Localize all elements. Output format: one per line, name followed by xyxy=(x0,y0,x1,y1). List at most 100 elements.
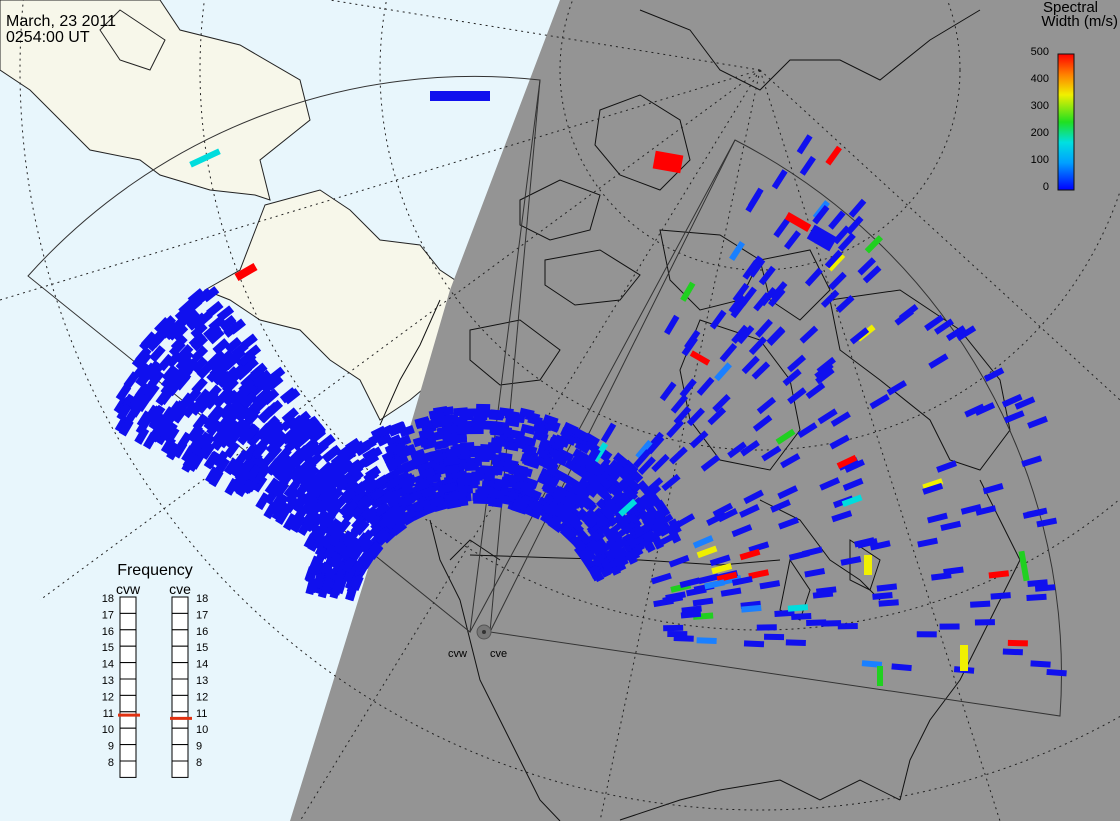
frequency-cell xyxy=(171,662,189,680)
echo-cell xyxy=(560,432,577,446)
echo-cell xyxy=(330,451,349,468)
echo-cell xyxy=(135,394,152,413)
frequency-tick: 14 xyxy=(102,659,114,671)
echo-cell xyxy=(443,455,459,466)
echo-cell xyxy=(553,435,570,448)
echo-cell xyxy=(743,640,765,648)
echo-cell xyxy=(345,472,362,488)
echo-cell xyxy=(525,506,542,520)
frequency-cell xyxy=(171,727,189,746)
echo-cell xyxy=(235,468,252,486)
frequency-tick: 16 xyxy=(196,626,208,638)
echo-cell xyxy=(714,362,732,382)
echo-cell xyxy=(787,604,809,612)
echo-cell xyxy=(827,252,846,272)
echo-cell xyxy=(433,439,449,451)
echo-cell xyxy=(250,362,268,379)
echo-cell xyxy=(812,590,834,599)
echo-cell xyxy=(159,406,176,424)
echo-cell xyxy=(171,323,189,341)
echo-cell xyxy=(273,481,289,499)
echo-cell xyxy=(411,507,428,521)
echo-cell xyxy=(182,451,198,470)
echo-cell xyxy=(698,573,719,585)
echo-cell xyxy=(806,619,827,626)
echo-cell xyxy=(302,464,320,483)
echo-cell xyxy=(669,446,688,465)
echo-cell xyxy=(414,416,430,428)
echo-cell xyxy=(283,480,300,499)
echo-cell xyxy=(217,349,235,367)
echo-cell xyxy=(689,430,709,449)
frequency-tick: 15 xyxy=(196,642,208,654)
echo-cell xyxy=(480,409,495,418)
echo-cell xyxy=(182,309,200,326)
echo-cell xyxy=(819,477,841,491)
echo-cell xyxy=(116,403,132,422)
backscatter-echoes xyxy=(113,91,1067,686)
echo-cell xyxy=(625,477,642,494)
echo-cell xyxy=(696,376,715,396)
echo-cell xyxy=(709,309,727,330)
echo-cell xyxy=(804,567,826,578)
echo-cell xyxy=(922,482,944,495)
echo-cell xyxy=(741,355,760,375)
echo-cell xyxy=(709,554,731,567)
echo-cell xyxy=(284,435,302,453)
echo-cell xyxy=(974,402,996,416)
echo-cell xyxy=(716,571,738,583)
echo-cell xyxy=(275,501,292,520)
echo-cell xyxy=(753,292,771,312)
echo-cell xyxy=(974,619,995,626)
echo-cell xyxy=(374,501,391,517)
echo-cell xyxy=(518,480,535,493)
echo-cell xyxy=(222,366,240,383)
echo-cell xyxy=(558,449,575,463)
echo-cell xyxy=(960,645,968,671)
echo-cell xyxy=(612,514,633,532)
echo-cell xyxy=(182,357,199,376)
echo-cell xyxy=(668,554,690,568)
echo-cell xyxy=(1026,593,1047,601)
echo-cell xyxy=(323,534,339,552)
echo-cell xyxy=(520,423,536,435)
echo-cell xyxy=(898,304,919,321)
echo-cell xyxy=(234,405,252,423)
colorbar-tick-100: 100 xyxy=(1031,154,1049,166)
echo-cell xyxy=(679,378,697,398)
echo-cell xyxy=(681,605,702,614)
echo-cell xyxy=(770,499,791,513)
frequency-cell xyxy=(119,694,137,713)
echo-cell xyxy=(386,458,403,473)
echo-cell xyxy=(712,502,734,518)
echo-cell xyxy=(372,474,390,489)
echo-cell xyxy=(799,325,819,344)
echo-cell xyxy=(321,479,339,497)
echo-cell xyxy=(445,447,461,458)
echo-cell xyxy=(939,623,960,630)
echo-cell xyxy=(797,422,818,439)
frequency-cell xyxy=(119,645,137,664)
echo-cell xyxy=(665,591,686,602)
echo-cell xyxy=(748,336,767,356)
echo-cell xyxy=(362,506,379,522)
frequency-radar-cve: cve xyxy=(169,581,191,597)
radar-sites: cvw cve xyxy=(448,624,507,660)
echo-cell xyxy=(606,498,625,518)
frequency-cell xyxy=(119,678,137,696)
echo-cell xyxy=(854,537,875,548)
echo-cell xyxy=(313,523,328,540)
echo-cell xyxy=(419,467,436,479)
echo-cell xyxy=(787,354,807,373)
echo-cell xyxy=(241,444,259,462)
echo-cell xyxy=(133,361,150,379)
frequency-tick: 18 xyxy=(102,593,114,605)
echo-cell xyxy=(230,460,247,478)
echo-cell xyxy=(741,604,762,613)
frequency-tick: 10 xyxy=(102,724,114,736)
echo-cell xyxy=(576,529,592,546)
echo-cell xyxy=(264,428,282,446)
site-label-cve: cve xyxy=(490,648,507,660)
frequency-tick: 10 xyxy=(196,724,208,736)
